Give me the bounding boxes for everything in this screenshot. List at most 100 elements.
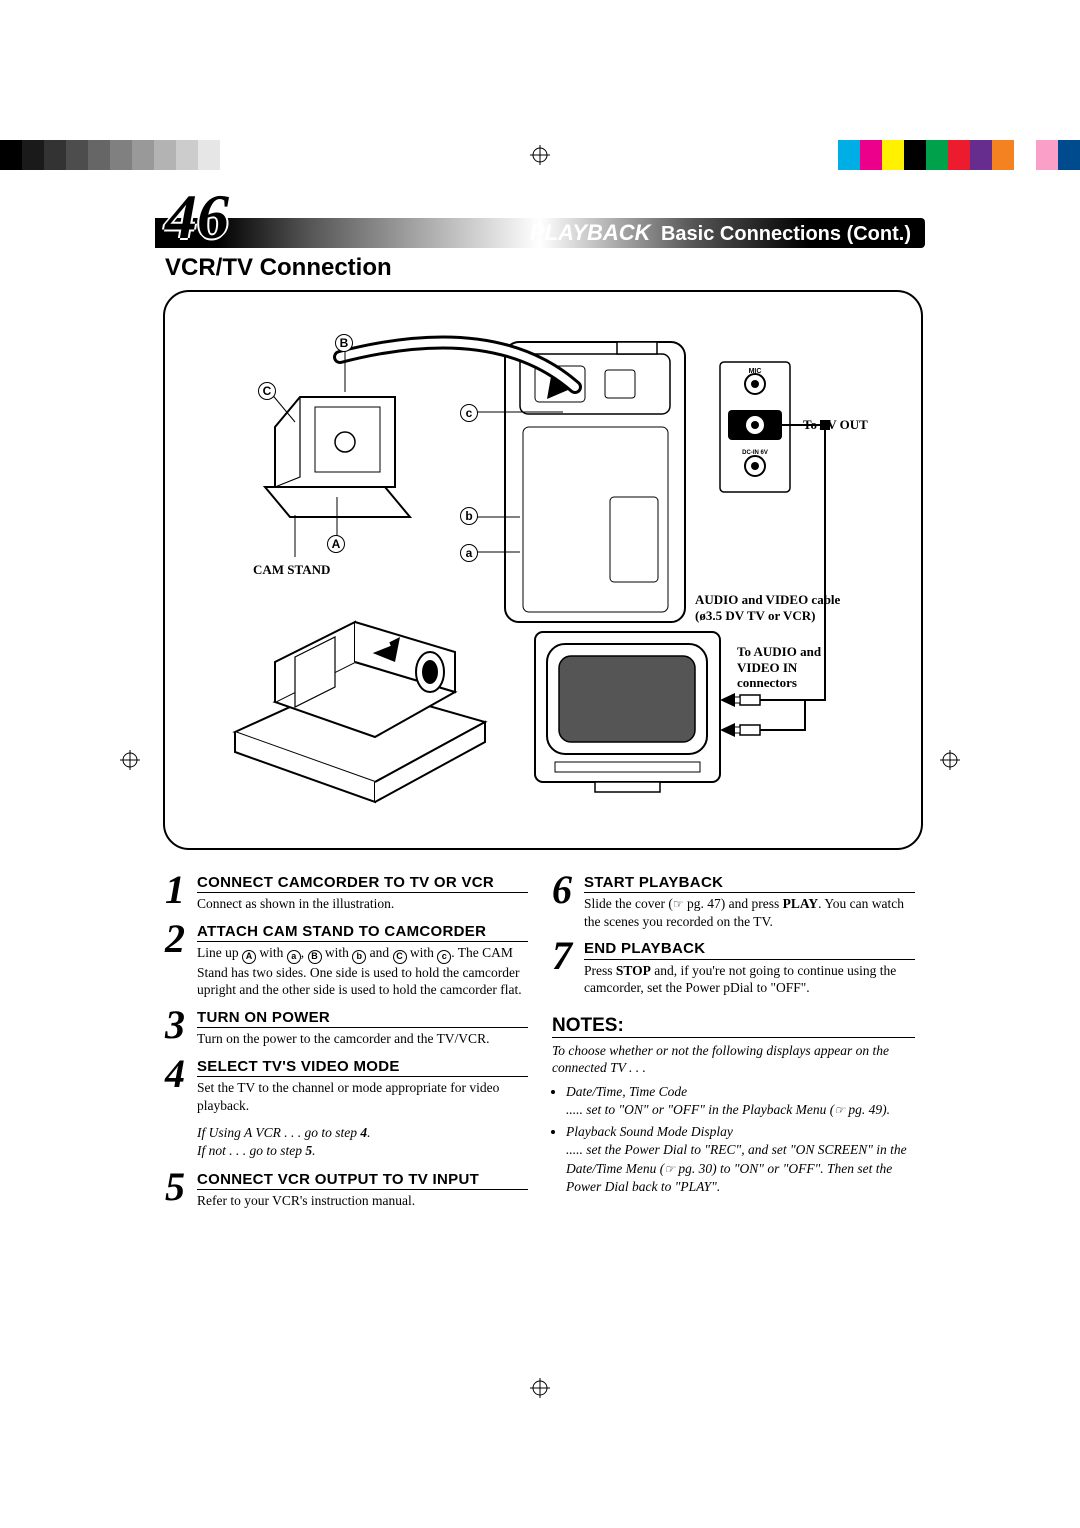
- inline-marker: C: [393, 950, 407, 964]
- notes-intro: To choose whether or not the following d…: [552, 1042, 915, 1077]
- page-content: 46 PLAYBACK Basic Connections (Cont.) VC…: [155, 200, 925, 1219]
- grey-swatch: [154, 140, 176, 170]
- grey-swatch: [22, 140, 44, 170]
- pointer-icon: ☞: [834, 1103, 845, 1117]
- step-title: ATTACH CAM STAND TO CAMCORDER: [197, 923, 528, 942]
- step-title: CONNECT CAMCORDER TO TV OR VCR: [197, 874, 528, 893]
- page-number: 46: [165, 180, 229, 254]
- step-text: Line up A with a, B with b and C with c.…: [197, 944, 528, 999]
- notes-title: NOTES:: [552, 1015, 915, 1038]
- grey-swatch: [66, 140, 88, 170]
- label-to-av-out: To AV OUT: [803, 417, 868, 433]
- grey-swatch: [198, 140, 220, 170]
- color-swatch: [838, 140, 860, 170]
- step-title: SELECT TV'S VIDEO MODE: [197, 1058, 528, 1077]
- step-text: Turn on the power to the camcorder and t…: [197, 1030, 528, 1048]
- color-swatch: [970, 140, 992, 170]
- grey-swatch: [88, 140, 110, 170]
- label-audio-video-cable: AUDIO and VIDEO cable (ø3.5 DV TV or VCR…: [695, 592, 895, 624]
- step-3: 3TURN ON POWER Turn on the power to the c…: [165, 1009, 528, 1048]
- step-4: 4SELECT TV'S VIDEO MODE Set the TV to the…: [165, 1058, 528, 1114]
- step-text: Set the TV to the channel or mode approp…: [197, 1079, 528, 1114]
- grey-swatch: [220, 140, 242, 170]
- hint-line1-text: If Using A VCR . . . go to step: [197, 1125, 360, 1140]
- step-number: 3: [165, 1009, 197, 1048]
- registration-mark-top: [530, 145, 550, 165]
- left-column: 1CONNECT CAMCORDER TO TV OR VCR Connect a…: [165, 874, 528, 1219]
- step-title: START PLAYBACK: [584, 874, 915, 893]
- color-swatch: [926, 140, 948, 170]
- step-title: TURN ON POWER: [197, 1009, 528, 1028]
- page-header: 46 PLAYBACK Basic Connections (Cont.): [155, 200, 925, 248]
- step-number: 4: [165, 1058, 197, 1114]
- step-number: 7: [552, 940, 584, 996]
- step-7: 7 END PLAYBACK Press STOP and, if you're…: [552, 940, 915, 996]
- step-5: 5 CONNECT VCR OUTPUT TO TV INPUT Refer t…: [165, 1171, 528, 1210]
- step-number: 1: [165, 874, 197, 913]
- grey-swatch: [132, 140, 154, 170]
- grey-swatch: [0, 140, 22, 170]
- marker-a: a: [460, 544, 478, 562]
- step-number: 6: [552, 874, 584, 930]
- registration-mark-left: [120, 750, 140, 770]
- vcr-hint: If Using A VCR . . . go to step 4. If no…: [197, 1124, 528, 1160]
- notes-item: Date/Time, Time Code ..... set to "ON" o…: [566, 1083, 915, 1119]
- label-cam-stand: CAM STAND: [253, 562, 330, 578]
- step-number: 5: [165, 1171, 197, 1210]
- step-title: CONNECT VCR OUTPUT TO TV INPUT: [197, 1171, 528, 1190]
- step-1: 1CONNECT CAMCORDER TO TV OR VCR Connect a…: [165, 874, 528, 913]
- registration-mark-bottom: [530, 1378, 550, 1398]
- inline-marker: c: [437, 950, 451, 964]
- notes-item: Playback Sound Mode Display ..... set th…: [566, 1123, 915, 1196]
- grey-swatch: [176, 140, 198, 170]
- section-title: VCR/TV Connection: [165, 254, 925, 282]
- marker-B: B: [335, 334, 353, 352]
- notes-list: Date/Time, Time Code ..... set to "ON" o…: [552, 1083, 915, 1196]
- color-swatch: [882, 140, 904, 170]
- inline-marker: A: [242, 950, 256, 964]
- step-6: 6 START PLAYBACK Slide the cover (☞ pg. …: [552, 874, 915, 930]
- color-swatch: [1014, 140, 1036, 170]
- marker-b: b: [460, 507, 478, 525]
- color-swatch: [948, 140, 970, 170]
- marker-c: c: [460, 404, 478, 422]
- inline-marker: b: [352, 950, 366, 964]
- hint-line2-text: If not . . . go to step: [197, 1143, 305, 1158]
- inline-marker: a: [287, 950, 301, 964]
- inline-marker: B: [308, 950, 322, 964]
- step-2: 2ATTACH CAM STAND TO CAMCORDER Line up A …: [165, 923, 528, 999]
- header-section: PLAYBACK: [530, 220, 651, 245]
- marker-A: A: [327, 535, 345, 553]
- svg-text:MIC: MIC: [749, 368, 762, 375]
- step-text: Press STOP and, if you're not going to c…: [584, 962, 915, 997]
- color-swatch: [904, 140, 926, 170]
- color-swatch: [1036, 140, 1058, 170]
- pointer-icon: ☞: [664, 1162, 675, 1176]
- color-swatches: [838, 140, 1080, 170]
- color-swatch: [992, 140, 1014, 170]
- step-text: Refer to your VCR's instruction manual.: [197, 1192, 528, 1210]
- step-text: Slide the cover (☞ pg. 47) and press PLA…: [584, 895, 915, 930]
- grey-swatch: [110, 140, 132, 170]
- instruction-columns: 1CONNECT CAMCORDER TO TV OR VCR Connect a…: [155, 874, 925, 1219]
- registration-mark-right: [940, 750, 960, 770]
- label-to-audio-video-in: To AUDIO and VIDEO IN connectors: [737, 644, 847, 691]
- pointer-icon: ☞: [673, 897, 684, 911]
- svg-text:AV-OUT: AV-OUT: [744, 402, 767, 408]
- label-cable-line1: AUDIO and VIDEO cable: [695, 592, 840, 607]
- grey-swatch: [44, 140, 66, 170]
- connection-diagram: MIC AV-OUT DC-IN 6V: [163, 290, 923, 850]
- hint-line1-end: .: [367, 1125, 370, 1140]
- label-cable-line2: (ø3.5 DV TV or VCR): [695, 608, 816, 623]
- color-swatch: [1058, 140, 1080, 170]
- step-number: 2: [165, 923, 197, 999]
- print-registration-bar: [0, 140, 1080, 170]
- grey-swatches: [0, 140, 242, 170]
- right-column: 6 START PLAYBACK Slide the cover (☞ pg. …: [552, 874, 915, 1219]
- header-title: PLAYBACK Basic Connections (Cont.): [530, 220, 911, 246]
- step-text: Connect as shown in the illustration.: [197, 895, 528, 913]
- header-subtitle: Basic Connections (Cont.): [661, 223, 911, 245]
- color-swatch: [860, 140, 882, 170]
- svg-text:DC-IN 6V: DC-IN 6V: [742, 450, 768, 456]
- hint-line2-end: .: [312, 1143, 315, 1158]
